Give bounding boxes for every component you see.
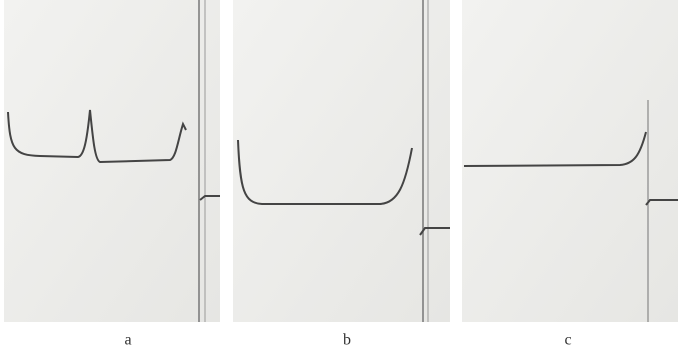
figure: a b c [0, 0, 680, 353]
panel-a [4, 0, 220, 322]
panel-background [233, 0, 450, 322]
page: a b c (() => { const data = JSON.parse(d… [0, 0, 680, 353]
panel-label: c [564, 332, 571, 349]
panel-label: a [124, 332, 131, 349]
panel-b [233, 0, 450, 322]
panel-label: b [343, 332, 351, 349]
panel-background [462, 0, 678, 322]
panel-c [462, 0, 678, 322]
